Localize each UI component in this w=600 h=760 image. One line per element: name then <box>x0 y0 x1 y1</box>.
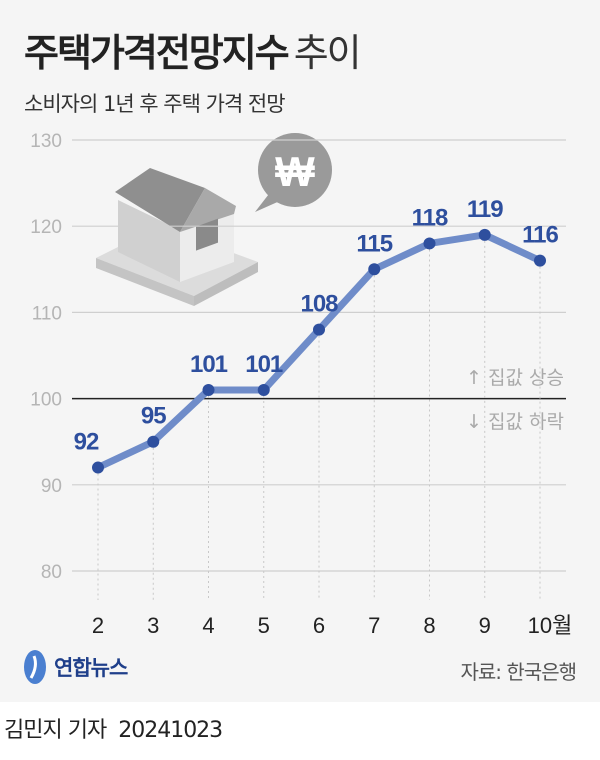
data-label: 116 <box>522 222 558 249</box>
x-tick-label: 3 <box>147 613 159 638</box>
x-tick-label: 9 <box>479 613 491 638</box>
data-point <box>423 237 436 250</box>
byline: 김민지 기자 20241023 <box>4 712 223 744</box>
data-label: 101 <box>245 351 283 378</box>
source-note: 자료: 한국은행 <box>460 660 577 684</box>
data-label: 118 <box>412 204 448 231</box>
data-point <box>368 263 381 276</box>
x-tick-label: 4 <box>202 613 214 638</box>
x-tick-label: 2 <box>92 613 104 638</box>
x-tick-label: 8 <box>423 613 435 638</box>
x-tick-label: 10월 <box>528 613 573 638</box>
house-icon <box>96 168 258 306</box>
data-label: 101 <box>190 351 228 378</box>
data-point <box>202 383 215 396</box>
data-point <box>257 383 270 396</box>
annotation-down: ↓ 집값 하락 <box>466 411 564 433</box>
y-tick-label: 110 <box>32 303 62 324</box>
chart-subtitle: 소비자의 1년 후 주택 가격 전망 <box>24 92 286 116</box>
data-label: 92 <box>74 429 99 456</box>
y-tick-label: 80 <box>41 562 62 583</box>
chart-title: 주택가격전망지수 추이 <box>24 22 362 77</box>
title-main: 주택가격전망지수 <box>24 31 290 75</box>
logo-text: 연합뉴스 <box>54 656 128 680</box>
data-label: 108 <box>300 291 338 318</box>
data-label: 119 <box>467 196 503 223</box>
yonhap-logo: 연합뉴스 <box>22 648 128 686</box>
line-chart: ₩ 80 90 100 110 120 130 2 3 4 5 6 7 8 9 10월 ↑ 집값 상승 ↓ 집값… <box>30 131 573 638</box>
y-tick-label: 130 <box>30 131 62 152</box>
x-tick-label: 7 <box>368 613 380 638</box>
y-tick-label: 90 <box>41 476 62 497</box>
x-tick-label: 6 <box>313 613 325 638</box>
reporter: 김민지 기자 <box>4 718 107 743</box>
data-point <box>147 435 160 448</box>
logo-icon <box>24 650 46 684</box>
date: 20241023 <box>118 718 223 743</box>
x-tick-label: 5 <box>258 613 270 638</box>
data-point <box>478 228 491 241</box>
data-point <box>313 323 325 336</box>
data-point <box>534 254 546 267</box>
y-tick-label: 120 <box>30 217 62 238</box>
svg-text:₩: ₩ <box>275 148 315 195</box>
won-speech-bubble-icon: ₩ <box>255 133 332 212</box>
data-label: 95 <box>141 403 166 430</box>
data-label: 115 <box>356 230 392 257</box>
title-suffix: 추이 <box>293 31 362 75</box>
data-point <box>92 461 104 474</box>
y-tick-label: 100 <box>30 390 62 411</box>
annotation-up: ↑ 집값 상승 <box>466 367 564 389</box>
